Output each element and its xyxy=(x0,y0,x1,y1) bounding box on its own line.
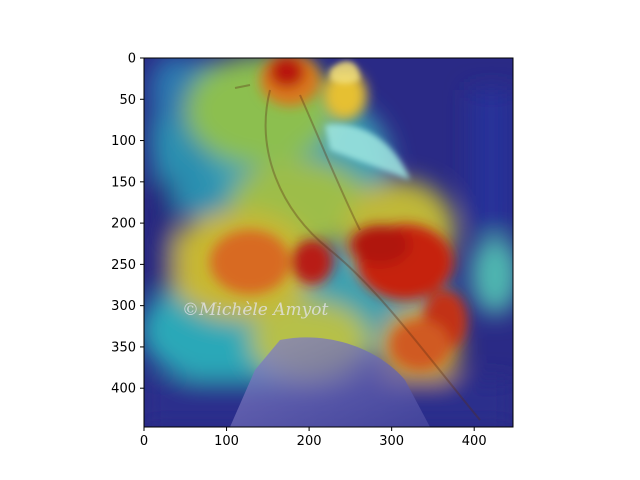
y-tick-label: 350 xyxy=(111,340,136,355)
y-tick-label: 400 xyxy=(111,382,136,397)
y-tick-label: 300 xyxy=(111,299,136,314)
x-tick-label: 200 xyxy=(297,434,322,449)
x-tick-label: 100 xyxy=(214,434,239,449)
y-tick-label: 250 xyxy=(111,258,136,273)
y-tick-label: 200 xyxy=(111,217,136,232)
x-tick-label: 300 xyxy=(379,434,404,449)
y-tick-label: 100 xyxy=(111,134,136,149)
y-tick-label: 0 xyxy=(128,52,136,67)
y-tick-label: 150 xyxy=(111,175,136,190)
x-tick-label: 0 xyxy=(140,434,148,449)
y-tick-label: 50 xyxy=(119,93,136,108)
plot-frame xyxy=(143,57,514,428)
attention-heatmap-image: ©Michèle Amyot xyxy=(144,58,513,427)
x-tick-label: 400 xyxy=(462,434,487,449)
watermark-text: ©Michèle Amyot xyxy=(182,300,329,320)
x-axis: 0 100 200 300 400 xyxy=(140,427,487,449)
y-axis: 0 50 100 150 200 250 300 350 400 xyxy=(111,52,144,397)
